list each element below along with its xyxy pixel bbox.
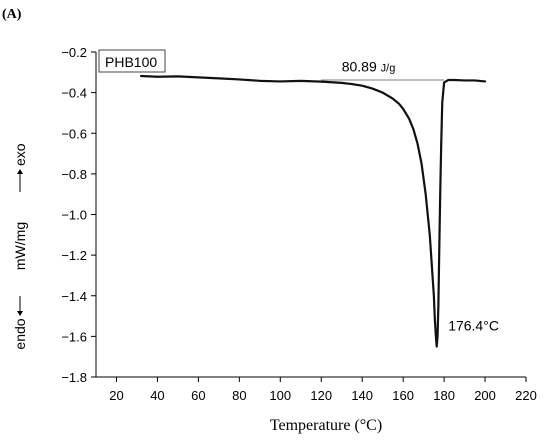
x-tick-label: 160 <box>392 388 414 403</box>
enthalpy-unit: J/g <box>381 62 396 74</box>
x-axis-title: Temperature (°C) <box>270 417 382 434</box>
y-tick-label: −0.6 <box>61 126 87 141</box>
y-axis-title-endo: endo <box>12 318 28 349</box>
peak-annotation: 176.4°C <box>448 317 499 333</box>
y-tick-label: −1.4 <box>61 289 87 304</box>
x-tick-label: 180 <box>433 388 455 403</box>
y-axis-title-arrowhead-right <box>17 169 23 174</box>
x-tick-label: 40 <box>150 388 164 403</box>
legend-text: PHB100 <box>105 54 157 70</box>
x-tick-label: 20 <box>109 388 123 403</box>
legend-box <box>98 49 166 73</box>
y-tick-label: −1.8 <box>61 370 87 385</box>
enthalpy-annotation: 80.89 J/g <box>342 58 396 74</box>
y-axis-title: endo mW/mg exo <box>12 143 28 349</box>
x-tick-label: 60 <box>191 388 205 403</box>
y-tick-label: −1.6 <box>61 329 87 344</box>
y-axis-title-arrowhead-left <box>17 311 23 316</box>
x-tick-label: 80 <box>232 388 246 403</box>
x-tick-label: 100 <box>269 388 291 403</box>
x-tick-label: 200 <box>474 388 496 403</box>
y-axis-title-unit: mW/mg <box>12 222 28 270</box>
panel-label: (A) <box>2 7 22 22</box>
dsc-curve <box>139 74 487 348</box>
y-tick-label: −0.4 <box>61 86 87 101</box>
y-tick-label: −1.0 <box>61 208 87 223</box>
y-tick-label: −0.8 <box>61 167 87 182</box>
x-tick-label: 140 <box>351 388 373 403</box>
y-axis-title-exo: exo <box>12 143 28 166</box>
x-tick-label: 220 <box>515 388 537 403</box>
x-tick-label: 120 <box>310 388 332 403</box>
plot-area: 20 40 60 80 100 120 140 160 180 200 220 −0.2 −0.4 −0.… <box>61 45 537 403</box>
y-tick-label: −1.2 <box>61 248 87 263</box>
y-tick-label: −0.2 <box>61 45 87 60</box>
